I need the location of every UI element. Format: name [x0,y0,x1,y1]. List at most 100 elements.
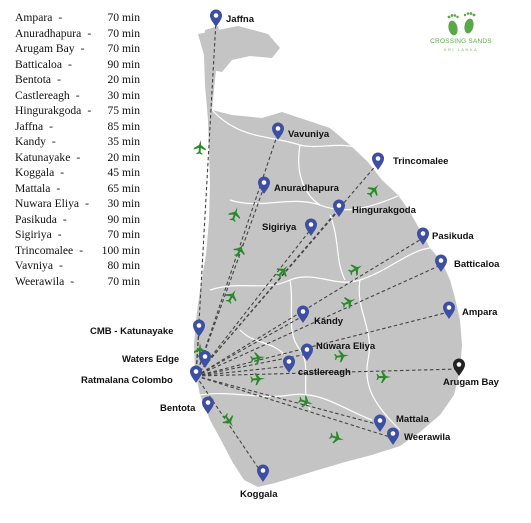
footprints-icon [447,12,476,36]
travel-time-row: Hingurakgoda - 75 min [15,103,140,119]
travel-time-value: 35 min [107,135,140,148]
travel-time-row: Castlereagh - 30 min [15,88,140,104]
travel-time-city: Castlereagh [15,88,70,102]
travel-time-value: 70 min [107,42,140,55]
travel-time-city: Batticaloa [15,57,62,71]
label-trincomalee: Trincomalee [393,156,448,167]
travel-time-value: 70 min [107,274,140,288]
travel-time-city: Arugam Bay [15,42,75,55]
travel-time-row: Katunayake - 20 min [15,150,140,166]
travel-time-value: 90 min [107,212,140,226]
logo-subtitle: SRI LANKA [443,47,479,52]
label-waters-edge: Waters Edge [122,354,179,365]
travel-time-separator: - [70,274,75,288]
travel-time-row: Trincomalee - 100 min [15,243,140,259]
travel-time-separator: - [60,166,65,179]
travel-time-city: Ampara [15,11,53,24]
travel-time-value: 85 min [107,119,140,133]
label-batticaloa: Batticaloa [454,259,500,270]
travel-time-row: Bentota - 20 min [15,72,140,88]
travel-time-row: Vavniya - 80 min [15,258,140,274]
label-kandy: Kandy [314,316,344,327]
travel-time-separator: - [79,243,84,257]
label-jaffna: Jaffna [226,14,255,25]
travel-time-row: Koggala - 45 min [15,165,140,181]
label-sigiriya: Sigiriya [262,222,297,233]
travel-time-separator: - [51,135,56,148]
travel-time-city: Sigiriya [15,228,52,241]
district-boundaries [199,109,431,431]
travel-time-city: Weerawila [15,274,65,288]
travel-time-separator: - [76,150,81,164]
airplane-icon [193,139,207,155]
travel-time-row: Ampara - 70 min [15,10,140,26]
travel-time-value: 20 min [107,150,140,164]
label-ampara: Ampara [462,307,498,318]
travel-time-city: Trincomalee [15,243,74,257]
label-mattala: Mattala [396,414,429,425]
travel-time-value: 80 min [107,259,140,272]
travel-time-separator: - [87,26,92,40]
travel-time-row: Jaffna - 85 min [15,119,140,135]
travel-time-value: 30 min [107,197,140,210]
travel-time-city: Koggala [15,166,55,179]
travel-time-separator: - [75,88,80,102]
island-outline [194,26,462,487]
travel-time-separator: - [62,212,67,226]
jaffna-peninsula [198,26,280,72]
travel-time-row: Weerawila - 70 min [15,274,140,290]
travel-time-city: Pasikuda [15,212,57,226]
travel-time-value: 70 min [107,228,140,241]
map-pin-icon-trincomalee[interactable] [372,152,384,171]
travel-time-row: Pasikuda - 90 min [15,212,140,228]
travel-time-value: 70 min [107,26,140,40]
label-arugam-bay: Arugam Bay [443,377,500,388]
label-weerawila: Weerawila [404,432,451,443]
city-labels: Jaffna Vavuniya Trincomalee Anuradhapura… [81,14,500,500]
travel-time-row: Batticaloa - 90 min [15,57,140,73]
travel-time-value: 75 min [107,104,140,117]
label-bentota: Bentota [160,403,196,414]
label-pasikuda: Pasikuda [432,231,474,242]
label-hingurakgoda: Hingurakgoda [352,205,417,216]
travel-time-separator: - [49,119,53,133]
travel-time-city: Jaffna [15,119,44,133]
travel-time-row: Nuwara Eliya - 30 min [15,196,140,212]
travel-time-separator: - [58,11,63,24]
travel-time-separator: - [85,197,89,210]
travel-time-row: Arugam Bay - 70 min [15,41,140,57]
travel-time-separator: - [56,181,61,195]
travel-time-value: 90 min [107,57,140,71]
map-pin-icon-jaffna[interactable] [210,9,222,28]
travel-time-separator: - [57,228,62,241]
travel-time-separator: - [80,42,85,55]
travel-time-row: Mattala - 65 min [15,181,140,197]
travel-time-separator: - [59,259,63,272]
crossing-sands-logo: CROSSING SANDS SRI LANKA [425,8,497,66]
travel-time-city: Katunayake [15,150,71,164]
logo-text: CROSSING SANDS [430,38,492,45]
travel-time-city: Kandy [15,135,46,148]
label-ratmalana: Ratmalana Colombo [81,375,173,386]
travel-time-city: Mattala [15,181,51,195]
travel-time-value: 65 min [107,181,140,195]
label-anuradhapura: Anuradhapura [274,183,340,194]
label-vavuniya: Vavuniya [288,129,330,140]
travel-time-list: Ampara -70 min Anuradhapura -70 min Arugam B… [15,10,140,289]
travel-time-separator: - [68,57,72,71]
travel-time-city: Anuradhapura [15,26,82,40]
label-castlereagh: castlereagh [298,367,351,378]
travel-time-city: Vavniya [15,259,53,272]
travel-time-city: Bentota [15,73,52,86]
travel-time-value: 20 min [107,73,140,86]
travel-time-row: Sigiriya - 70 min [15,227,140,243]
label-katunayake: CMB - Katunayake [90,326,173,337]
travel-time-separator: - [57,73,61,86]
label-nuwara-eliya: Nuwara Eliya [316,341,376,352]
travel-time-city: Hingurakgoda [15,104,82,117]
travel-time-row: Anuradhapura - 70 min [15,26,140,42]
travel-time-value: 100 min [101,243,140,257]
travel-time-value: 45 min [107,166,140,179]
travel-time-separator: - [87,104,92,117]
